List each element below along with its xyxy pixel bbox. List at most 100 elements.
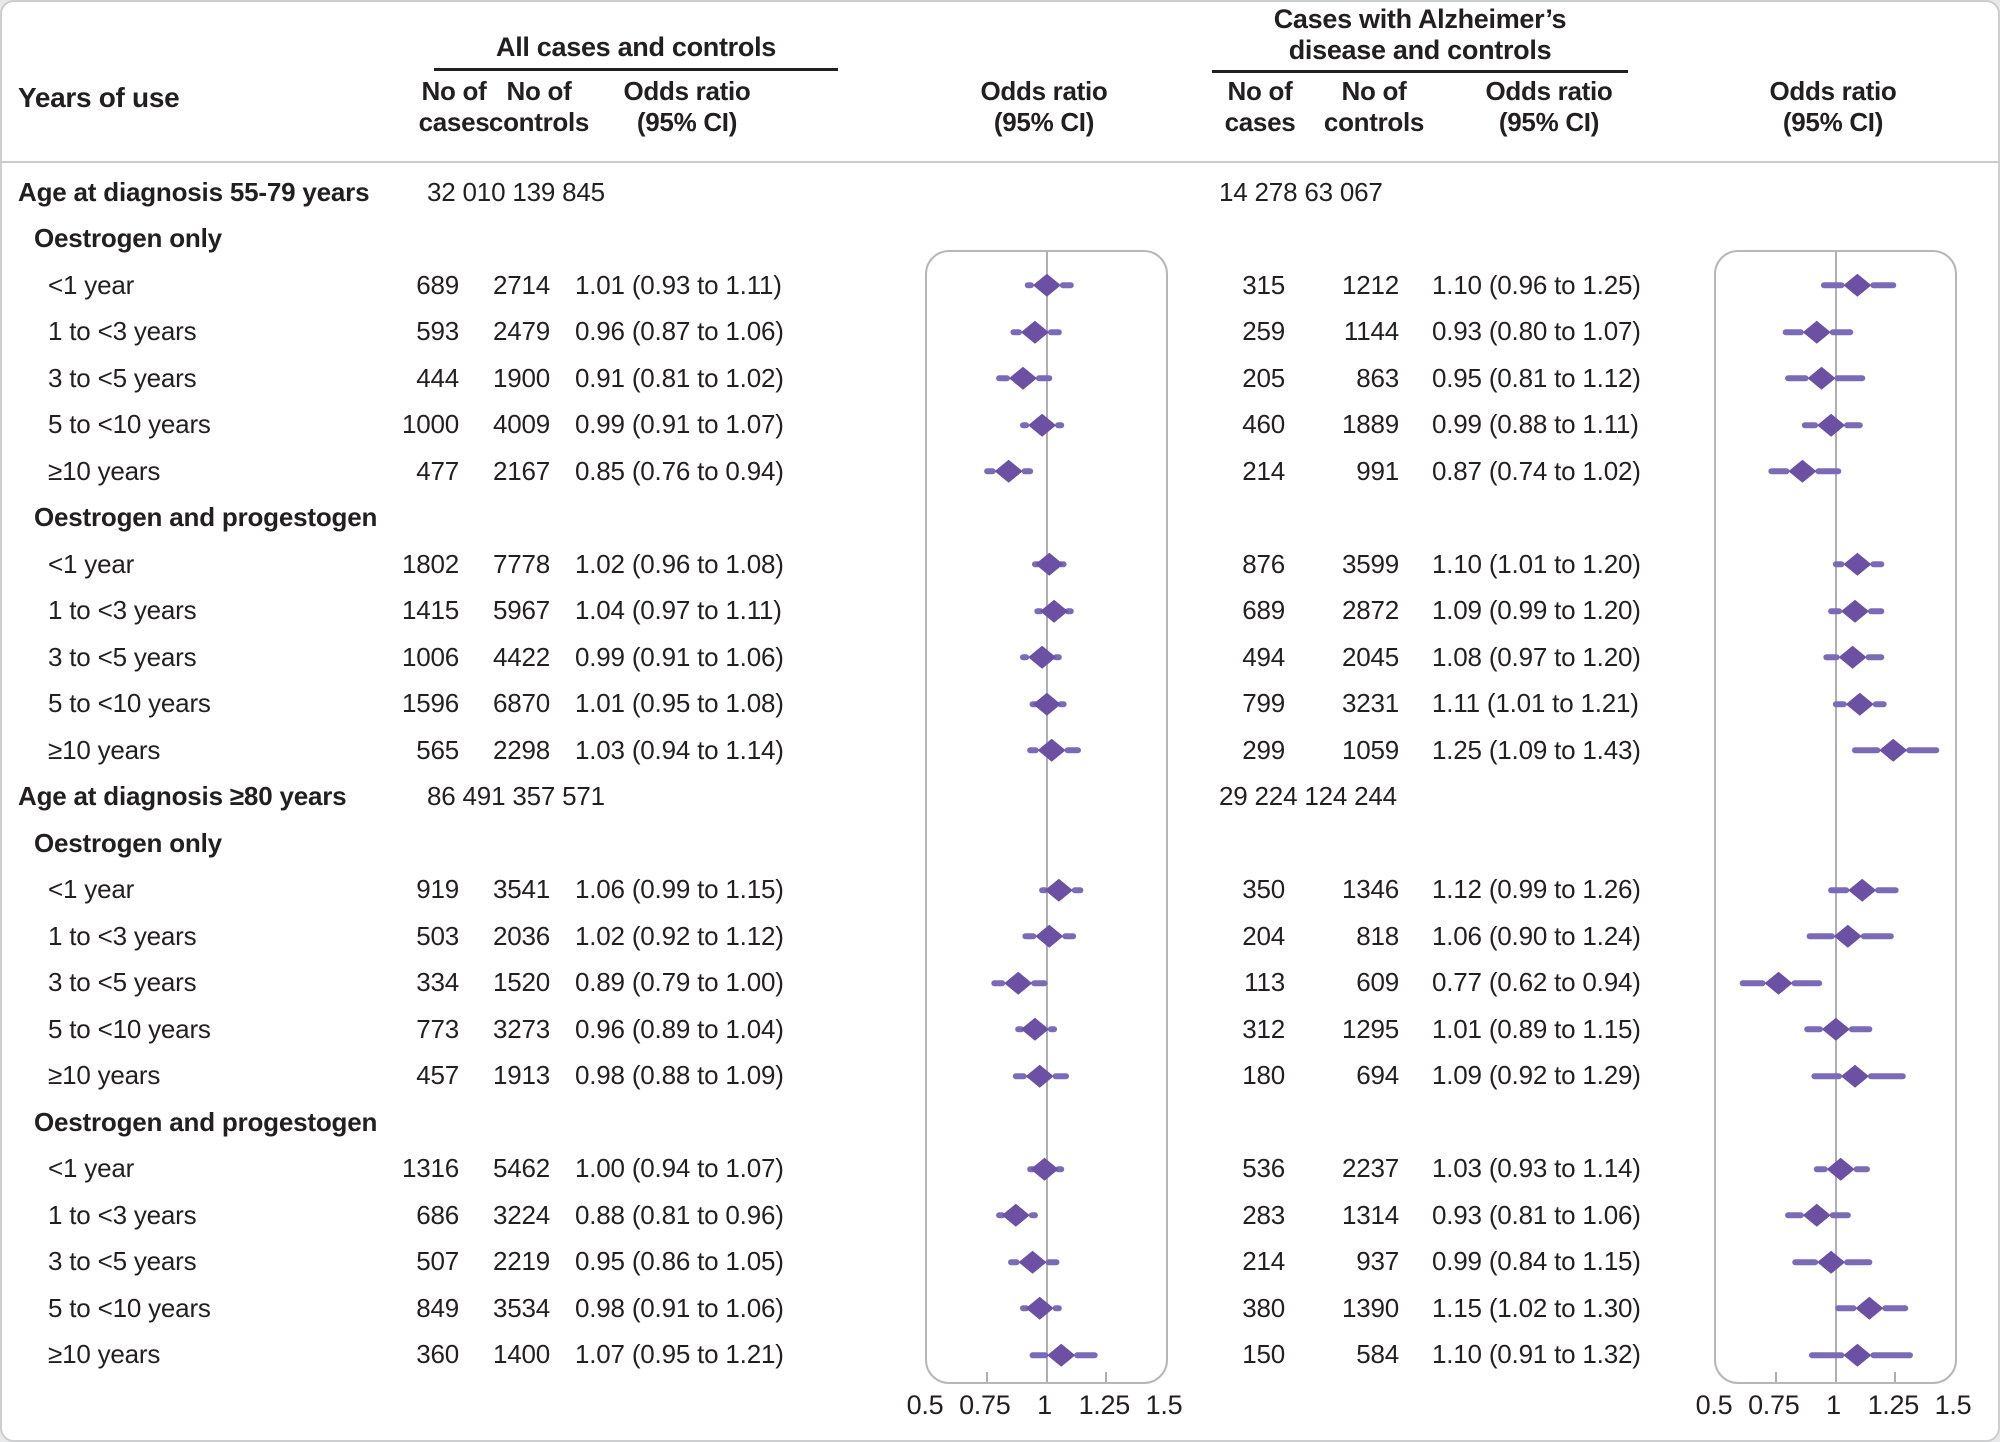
or-diamond — [1008, 366, 1037, 390]
axis-tick-label: 0.5 — [1695, 1390, 1733, 1420]
or-diamond — [994, 459, 1023, 483]
forest-marks — [1714, 867, 1953, 914]
axis-tick-label: 1.5 — [1145, 1390, 1183, 1420]
controls-count: 5462 — [492, 1153, 550, 1184]
odds-ratio-text: 0.99 (0.84 to 1.15) — [1432, 1246, 1641, 1277]
forest-marks — [925, 541, 1164, 588]
odds-ratio-text: 0.96 (0.89 to 1.04) — [575, 1013, 784, 1044]
years-of-use-value: 5 to <10 years — [48, 1013, 211, 1044]
odds-ratio-text: 1.10 (0.91 to 1.32) — [1432, 1339, 1641, 1370]
forest-marks — [925, 960, 1164, 1007]
odds-ratio-text: 1.00 (0.94 to 1.07) — [575, 1153, 784, 1184]
or-diamond — [1833, 924, 1862, 948]
table-row: ≥10 years 477 2167 0.85 (0.76 to 0.94) 214 99… — [2, 448, 1998, 495]
or-diamond — [1807, 366, 1836, 390]
forest-marks — [1714, 634, 1953, 681]
odds-ratio-text: 1.06 (0.90 to 1.24) — [1432, 920, 1641, 951]
or-diamond — [1802, 1203, 1831, 1227]
odds-ratio-text: 0.95 (0.81 to 1.12) — [1432, 362, 1641, 393]
odds-ratio-text: 1.03 (0.94 to 1.14) — [575, 734, 784, 765]
subgroup-label: Oestrogen only — [34, 827, 222, 858]
controls-count: 2045 — [1341, 641, 1399, 672]
cases-count: 689 — [416, 269, 459, 300]
controls-count: 1144 — [1343, 316, 1399, 347]
cases-count: 1000 — [401, 409, 459, 440]
section-counts-left: 32 010 139 845 — [427, 176, 605, 207]
axis-tick-label: 1 — [1037, 1390, 1052, 1420]
axis-tick-label: 1.5 — [1934, 1390, 1972, 1420]
cases-count: 360 — [416, 1339, 459, 1370]
forest-marks — [1714, 1053, 1953, 1100]
cases-count: 799 — [1242, 688, 1285, 719]
or-diamond — [1020, 320, 1049, 344]
section-counts-right: 14 278 63 067 — [1219, 176, 1383, 207]
controls-count: 584 — [1356, 1339, 1399, 1370]
cases-count: 494 — [1242, 641, 1285, 672]
axis-tick-label: 1.25 — [1867, 1390, 1920, 1420]
table-row: 5 to <10 years 773 3273 0.96 (0.89 to 1.04)… — [2, 1006, 1998, 1053]
figure-header: Years of use All cases and controls Case… — [2, 2, 1998, 163]
axis-tick — [1105, 1372, 1108, 1382]
table-row: 3 to <5 years 507 2219 0.95 (0.86 to 1.05) 2… — [2, 1239, 1998, 1286]
forest-marks — [1714, 541, 1953, 588]
or-axis-right: 0.5 0.75 1 1.25 1.5 — [1696, 1390, 1972, 1426]
subgroup-row: Oestrogen and progestogen — [2, 1099, 1998, 1146]
table-body: Age at diagnosis 55-79 years 32 010 139 8… — [2, 169, 1998, 1378]
forest-marks — [925, 727, 1164, 774]
controls-count: 5967 — [492, 595, 550, 626]
controls-count: 3224 — [492, 1199, 550, 1230]
years-of-use-value: 3 to <5 years — [48, 641, 197, 672]
cases-count: 876 — [1242, 548, 1285, 579]
controls-count: 3541 — [492, 874, 550, 905]
forest-panel-all-cases — [925, 250, 1168, 1384]
forest-marks — [925, 1332, 1164, 1379]
years-of-use-value: ≥10 years — [48, 734, 161, 765]
odds-ratio-text: 0.87 (0.74 to 1.02) — [1432, 455, 1641, 486]
years-of-use-value: 3 to <5 years — [48, 362, 197, 393]
years-of-use-value: 5 to <10 years — [48, 688, 211, 719]
table-row: <1 year 1316 5462 1.00 (0.94 to 1.07) 536 223… — [2, 1146, 1998, 1193]
controls-count: 991 — [1356, 455, 1399, 486]
cases-count: 283 — [1242, 1199, 1285, 1230]
forest-marks — [925, 867, 1164, 914]
years-of-use-value: 1 to <3 years — [48, 920, 197, 951]
years-of-use-value: 1 to <3 years — [48, 316, 197, 347]
axis-tick-label: 0.5 — [906, 1390, 944, 1420]
or-diamond — [1855, 1296, 1884, 1320]
or-diamond — [1001, 1203, 1030, 1227]
cases-count: 1316 — [401, 1153, 459, 1184]
forest-marks — [1714, 1192, 1953, 1239]
odds-ratio-text: 0.93 (0.81 to 1.06) — [1432, 1199, 1641, 1230]
years-of-use-value: 3 to <5 years — [48, 1246, 197, 1277]
forest-marks — [925, 1146, 1164, 1193]
forest-marks — [925, 1192, 1164, 1239]
or-diamond — [1032, 273, 1061, 297]
controls-count: 1520 — [492, 967, 550, 998]
forest-marks — [1714, 913, 1953, 960]
column-header-controls-left: No of controls — [488, 76, 590, 137]
column-header-cases-right: No of cases — [1224, 76, 1296, 137]
controls-count: 2036 — [492, 920, 550, 951]
table-row: ≥10 years 457 1913 0.98 (0.88 to 1.09) 180 69… — [2, 1053, 1998, 1100]
group-header-all-cases: All cases and controls — [434, 32, 838, 71]
column-header-controls-right: No of controls — [1323, 76, 1425, 137]
cases-count: 565 — [416, 734, 459, 765]
controls-count: 2872 — [1341, 595, 1399, 626]
odds-ratio-text: 0.91 (0.81 to 1.02) — [575, 362, 784, 393]
section-row: Age at diagnosis ≥80 years 86 491 357 571… — [2, 774, 1998, 821]
controls-count: 1913 — [492, 1060, 550, 1091]
forest-marks — [925, 309, 1164, 356]
forest-marks — [925, 634, 1164, 681]
or-diamond — [1764, 971, 1793, 995]
cases-count: 444 — [416, 362, 459, 393]
table-row: 3 to <5 years 334 1520 0.89 (0.79 to 1.00) 1… — [2, 960, 1998, 1007]
forest-marks — [1714, 588, 1953, 635]
forest-marks — [1714, 402, 1953, 449]
forest-marks — [1714, 1239, 1953, 1286]
or-axis-left: 0.5 0.75 1 1.25 1.5 — [907, 1390, 1183, 1426]
years-of-use-value: 1 to <3 years — [48, 1199, 197, 1230]
subgroup-label: Oestrogen and progestogen — [34, 1106, 378, 1137]
forest-marks — [1714, 1146, 1953, 1193]
forest-marks — [925, 681, 1164, 728]
or-diamond — [1040, 599, 1069, 623]
